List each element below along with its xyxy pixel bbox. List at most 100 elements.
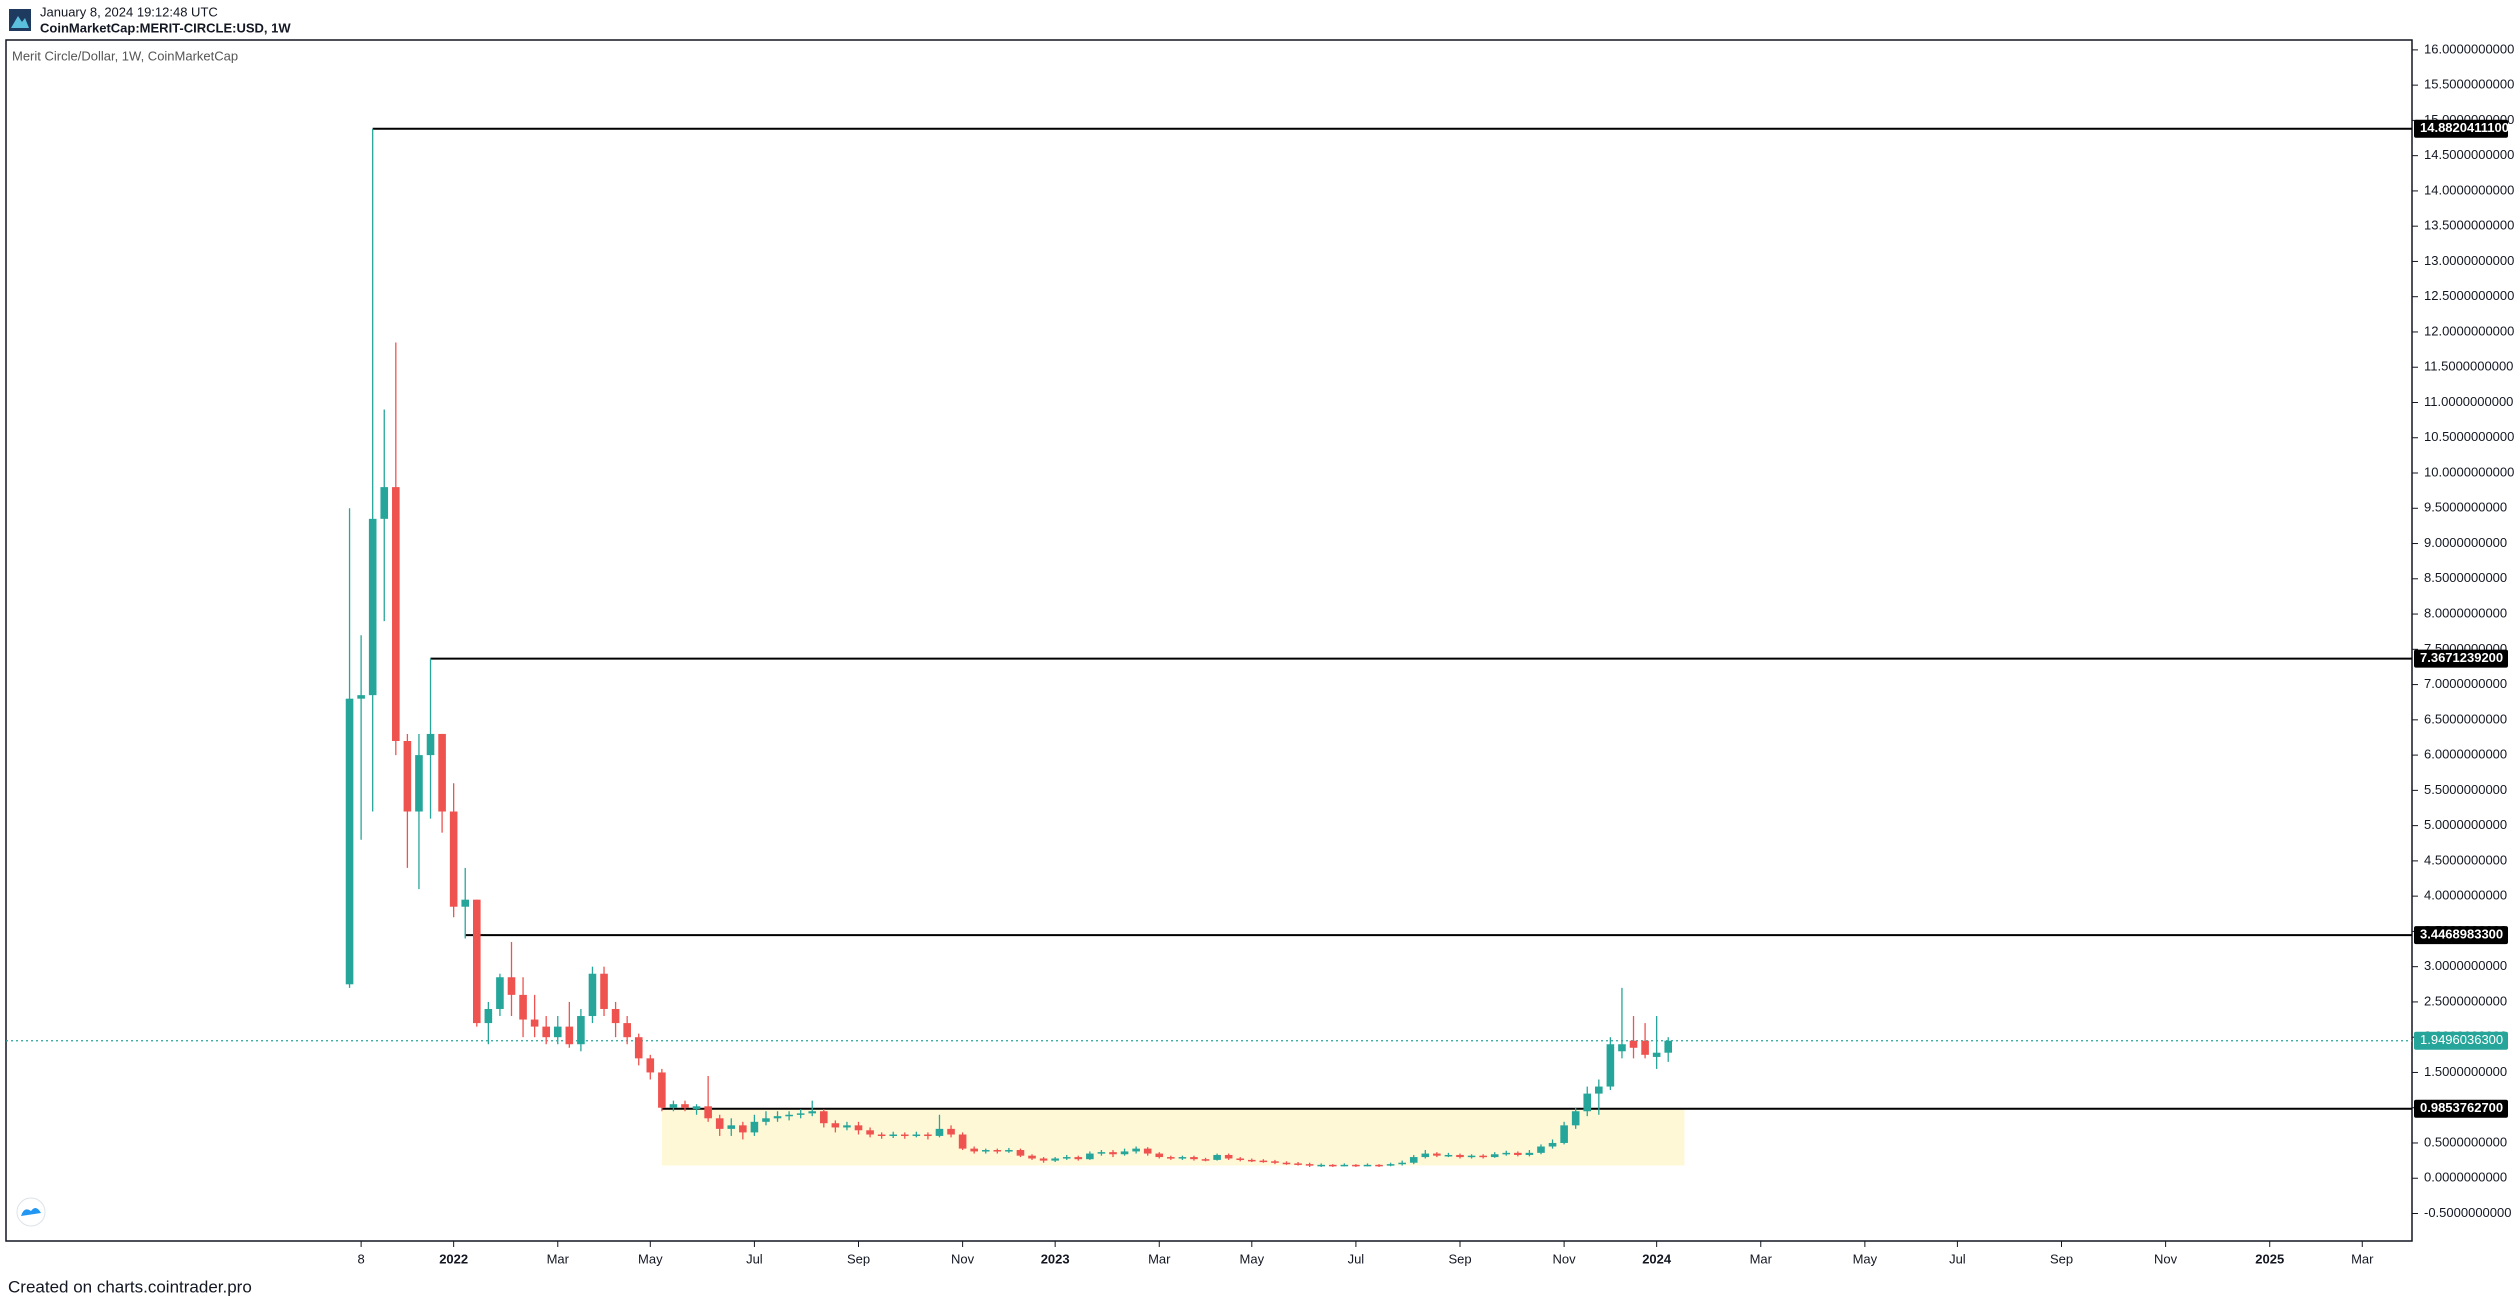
candle-body bbox=[588, 973, 597, 1017]
y-tick-label: 14.5000000000 bbox=[2424, 147, 2514, 162]
candle-body bbox=[1479, 1155, 1487, 1158]
y-tick-label: 10.0000000000 bbox=[2424, 464, 2514, 479]
candle-body bbox=[368, 518, 377, 696]
x-tick-label: 2023 bbox=[1041, 1251, 1070, 1266]
x-tick-label: Mar bbox=[2351, 1251, 2374, 1266]
x-tick-label: Sep bbox=[847, 1251, 870, 1266]
x-tick-label: Mar bbox=[1148, 1251, 1171, 1266]
y-tick-label: 7.0000000000 bbox=[2424, 676, 2507, 691]
candle-body bbox=[403, 740, 412, 812]
candle-body bbox=[1340, 1164, 1349, 1167]
candle-body bbox=[472, 899, 481, 1024]
candle-body bbox=[866, 1130, 874, 1135]
candle-body bbox=[854, 1125, 863, 1131]
candle-body bbox=[577, 1016, 585, 1045]
candle-body bbox=[993, 1150, 1002, 1152]
chart-title: Merit Circle/Dollar, 1W, CoinMarketCap bbox=[12, 48, 238, 63]
y-tick-label: 0.5000000000 bbox=[2424, 1134, 2507, 1149]
level-label-box bbox=[2414, 926, 2508, 945]
plot-frame bbox=[5, 39, 2413, 1242]
candle-body bbox=[380, 487, 389, 519]
logo bbox=[9, 9, 31, 31]
candle-body bbox=[1247, 1159, 1256, 1162]
candle-body bbox=[1514, 1152, 1522, 1155]
y-tick-label: 14.0000000000 bbox=[2424, 182, 2514, 197]
candle-body bbox=[553, 1026, 562, 1038]
candle-body bbox=[1537, 1146, 1545, 1153]
y-tick-label: 10.5000000000 bbox=[2424, 429, 2514, 444]
y-tick-label: 9.0000000000 bbox=[2424, 535, 2507, 550]
candle-body bbox=[1005, 1150, 1013, 1152]
x-tick-label: Sep bbox=[2050, 1251, 2073, 1266]
candle-body bbox=[426, 733, 435, 756]
y-tick-label: 8.0000000000 bbox=[2424, 605, 2507, 620]
y-tick-label: 4.0000000000 bbox=[2424, 888, 2507, 903]
candle-body bbox=[1074, 1157, 1083, 1160]
candle-body bbox=[704, 1106, 712, 1119]
x-tick-label: May bbox=[1240, 1251, 1265, 1266]
candle-body bbox=[658, 1072, 666, 1108]
candle-body bbox=[1294, 1163, 1302, 1165]
candle-body bbox=[1525, 1152, 1534, 1155]
candle-body bbox=[623, 1023, 631, 1038]
last-price-box bbox=[2414, 1031, 2508, 1050]
candle-body bbox=[1548, 1142, 1557, 1147]
candle-body bbox=[1375, 1164, 1383, 1167]
candle-body bbox=[1201, 1159, 1210, 1161]
candle-body bbox=[1120, 1151, 1129, 1155]
candle-body bbox=[669, 1104, 678, 1108]
candle-body bbox=[1618, 1044, 1626, 1052]
candle-body bbox=[808, 1111, 817, 1114]
candle-body bbox=[1028, 1155, 1036, 1159]
candle-body bbox=[1560, 1125, 1568, 1143]
candle-body bbox=[392, 487, 400, 741]
candle-body bbox=[947, 1128, 955, 1135]
candle-body bbox=[981, 1150, 990, 1152]
candle-body bbox=[1039, 1158, 1048, 1161]
candle-body bbox=[1132, 1148, 1140, 1152]
x-tick-label: May bbox=[638, 1251, 663, 1266]
last-price-label: 1.9496036300 bbox=[2420, 1032, 2503, 1047]
candle-body bbox=[611, 1008, 620, 1024]
y-tick-label: -0.5000000000 bbox=[2424, 1205, 2511, 1220]
x-tick-label: Jul bbox=[746, 1251, 763, 1266]
candle-body bbox=[496, 977, 504, 1009]
candle-body bbox=[449, 811, 458, 907]
candle-body bbox=[1595, 1086, 1603, 1094]
candle-body bbox=[1490, 1154, 1499, 1158]
candle-body bbox=[530, 1019, 539, 1027]
level-label: 14.8820411100 bbox=[2420, 120, 2509, 135]
candle-body bbox=[542, 1026, 550, 1038]
candle-body bbox=[1167, 1157, 1175, 1159]
x-tick-label: 2025 bbox=[2255, 1251, 2284, 1266]
candle-body bbox=[600, 973, 608, 1009]
candle-body bbox=[924, 1134, 932, 1137]
candle-body bbox=[1155, 1153, 1164, 1158]
candle-body bbox=[912, 1134, 921, 1137]
candle-body bbox=[1224, 1154, 1233, 1159]
x-tick-label: 8 bbox=[357, 1251, 364, 1266]
candle-body bbox=[1652, 1052, 1661, 1057]
candle-body bbox=[739, 1125, 747, 1133]
candle-body bbox=[820, 1111, 828, 1124]
candle-body bbox=[762, 1118, 770, 1122]
candle-body bbox=[1456, 1154, 1464, 1158]
y-tick-label: 12.5000000000 bbox=[2424, 288, 2514, 303]
candle-body bbox=[357, 695, 365, 699]
candle-body bbox=[1271, 1161, 1279, 1163]
candle-body bbox=[1317, 1164, 1326, 1167]
candle-body bbox=[1352, 1164, 1360, 1167]
candle-body bbox=[461, 899, 470, 907]
candle-body bbox=[345, 698, 354, 985]
candle-body bbox=[1502, 1152, 1511, 1155]
y-tick-label: 3.0000000000 bbox=[2424, 958, 2507, 973]
candle-body bbox=[1051, 1158, 1059, 1161]
x-tick-label: Nov bbox=[1553, 1251, 1577, 1266]
y-tick-label: 11.0000000000 bbox=[2424, 394, 2513, 409]
level-label: 7.3671239200 bbox=[2420, 650, 2503, 665]
candle-body bbox=[1236, 1158, 1245, 1160]
candle-body bbox=[1571, 1111, 1580, 1126]
level-label-box bbox=[2414, 119, 2508, 138]
candle-body bbox=[484, 1008, 493, 1024]
